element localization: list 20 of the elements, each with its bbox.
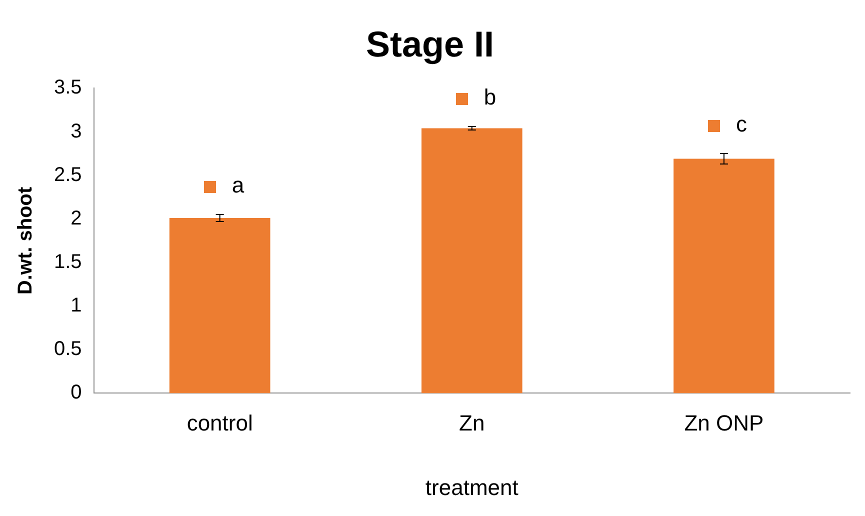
y-tick-label: 2 bbox=[70, 207, 82, 230]
bar bbox=[674, 158, 774, 394]
x-tick-label: control bbox=[186, 410, 253, 436]
y-tick-label: 1 bbox=[70, 294, 82, 317]
x-tick-label: Zn bbox=[459, 410, 485, 436]
bar bbox=[169, 218, 270, 394]
y-tick-label: 1.5 bbox=[54, 251, 82, 273]
annotation: a bbox=[232, 172, 245, 198]
y-tick-label: 0.5 bbox=[54, 338, 82, 360]
annotation: c bbox=[736, 112, 747, 137]
y-tick-label: 0 bbox=[70, 382, 82, 404]
y-tick-label: 2.5 bbox=[54, 164, 82, 186]
x-tick-label: Zn ONP bbox=[684, 410, 764, 436]
bar bbox=[421, 128, 522, 394]
y-tick-label: 3 bbox=[70, 120, 82, 142]
y-tick-label: 3.5 bbox=[54, 76, 82, 99]
chart-title: Stage II bbox=[366, 24, 494, 65]
annotation: b bbox=[484, 84, 496, 110]
y-axis-title: D.wt. shoot bbox=[14, 186, 37, 295]
x-axis-title: treatment bbox=[425, 474, 518, 500]
